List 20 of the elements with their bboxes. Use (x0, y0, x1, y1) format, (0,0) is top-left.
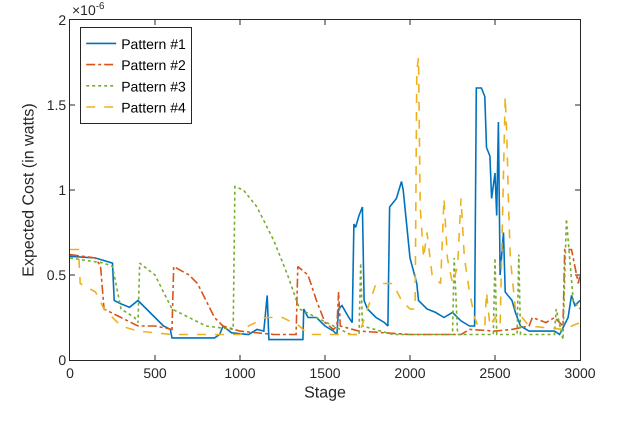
y-tick-label: 0 (58, 352, 66, 368)
legend-label: Pattern #4 (121, 99, 186, 116)
text: ×10$^{-6}$ (72, 1, 106, 18)
x-axis-title: Stage (304, 384, 346, 402)
x-tick-label: 2000 (394, 364, 426, 381)
legend-label: Pattern #1 (121, 36, 186, 52)
line-series (70, 248, 580, 336)
y-tick-label: 2 (58, 12, 66, 28)
x-tick-label: 1000 (224, 364, 256, 381)
y-tick-label: 1 (58, 182, 66, 198)
x-tick-label: 3000 (564, 364, 596, 381)
legend-label: Pattern #2 (121, 57, 186, 74)
x-tick-label: 2500 (479, 364, 511, 381)
line-series (70, 186, 580, 340)
y-tick-label: 1.5 (46, 96, 66, 113)
y-tick-label: 0.5 (46, 266, 66, 283)
y-axis-title: Expected Cost (in watts) (20, 103, 38, 277)
legend-label: Pattern #3 (121, 78, 186, 94)
x-tick-label: 1500 (309, 364, 341, 381)
x-tick-label: 500 (143, 364, 167, 381)
